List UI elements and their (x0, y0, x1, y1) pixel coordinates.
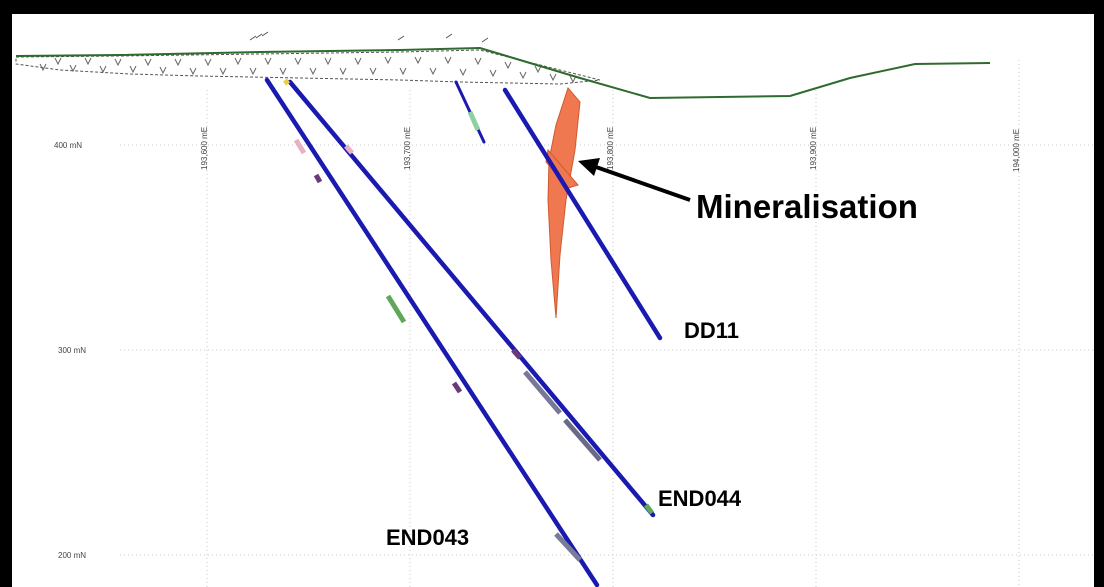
easting-label: 193,600 mE (200, 127, 209, 170)
drillhole-end043-trace (264, 77, 600, 587)
mineralisation-body (547, 86, 581, 319)
mineralisation-arrow (595, 165, 691, 202)
assay-intervals (283, 78, 654, 562)
drillhole-label-dd11: DD11 (684, 318, 739, 343)
northing-label: 300 mN (58, 346, 86, 355)
northing-label: 400 mN (54, 141, 82, 150)
easting-label: 193,800 mE (606, 127, 615, 170)
overburden-hatch (39, 56, 577, 84)
overburden-layer (15, 49, 601, 85)
drillhole-label-end043: END043 (386, 525, 469, 550)
drillhole-label-end044: END044 (658, 486, 742, 511)
topography-line (15, 46, 991, 100)
easting-label: 194,000 mE (1012, 129, 1021, 172)
northing-label: 200 mN (58, 551, 86, 560)
easting-label: 193,900 mE (809, 127, 818, 170)
collar-markers (249, 31, 489, 43)
mineralisation-label: Mineralisation (696, 188, 918, 225)
drillhole-dd11-trace (502, 87, 663, 341)
grid (120, 60, 1094, 587)
arrow-head (578, 158, 600, 176)
drillhole-end044-trace (287, 79, 656, 518)
easting-label: 193,700 mE (403, 127, 412, 170)
